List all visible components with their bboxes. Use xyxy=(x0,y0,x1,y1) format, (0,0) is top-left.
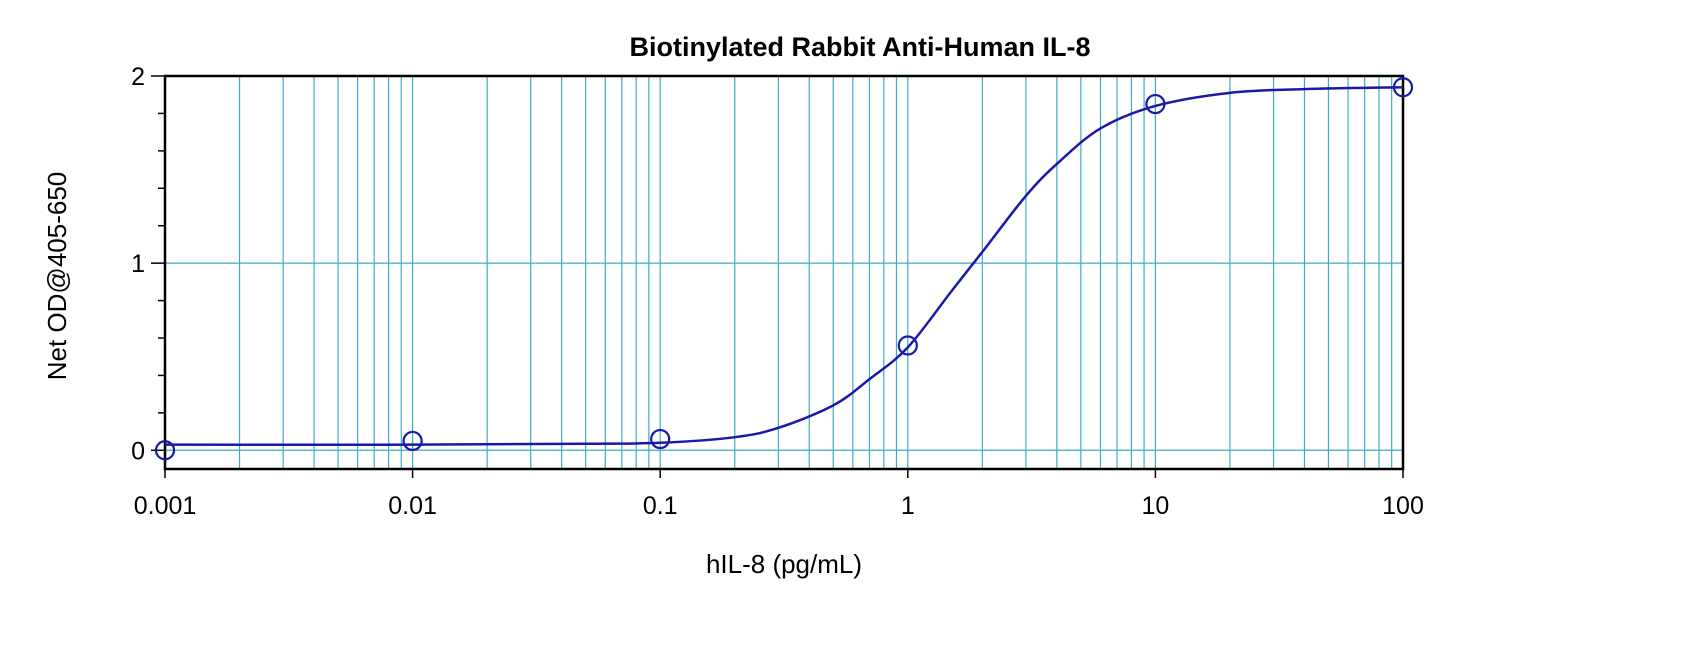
grid xyxy=(165,76,1403,469)
x-tick-label: 10 xyxy=(1141,492,1169,520)
x-axis-label: hIL-8 (pg/mL) xyxy=(706,549,862,579)
fit-curve xyxy=(164,85,1404,446)
data-point xyxy=(1392,77,1414,98)
x-tick-label: 0.1 xyxy=(643,492,678,520)
y-tick-label: 1 xyxy=(131,250,145,278)
x-tick-label: 100 xyxy=(1382,492,1424,520)
data-point xyxy=(1145,93,1166,115)
data-points xyxy=(154,77,1414,461)
y-axis-label: Net OD@405-650 xyxy=(42,172,72,381)
data-point xyxy=(650,428,671,450)
tick-labels: 0.001 0.01 0.1 1 10 100 0 1 2 xyxy=(131,63,1424,520)
chart-title: Biotinylated Rabbit Anti-Human IL-8 xyxy=(630,32,1091,62)
x-tick-label: 0.01 xyxy=(388,492,437,520)
plot-frame xyxy=(163,74,1405,471)
y-tick-label: 0 xyxy=(131,437,145,465)
data-point xyxy=(402,430,423,452)
x-tick-label: 1 xyxy=(901,492,915,520)
y-tick-label: 2 xyxy=(131,63,145,91)
x-tick-label: 0.001 xyxy=(134,492,197,520)
axis-ticks xyxy=(151,75,1404,478)
data-point xyxy=(897,335,918,356)
data-point xyxy=(154,440,176,461)
